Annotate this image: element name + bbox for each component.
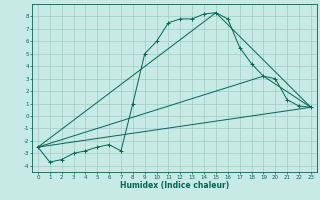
X-axis label: Humidex (Indice chaleur): Humidex (Indice chaleur)	[120, 181, 229, 190]
